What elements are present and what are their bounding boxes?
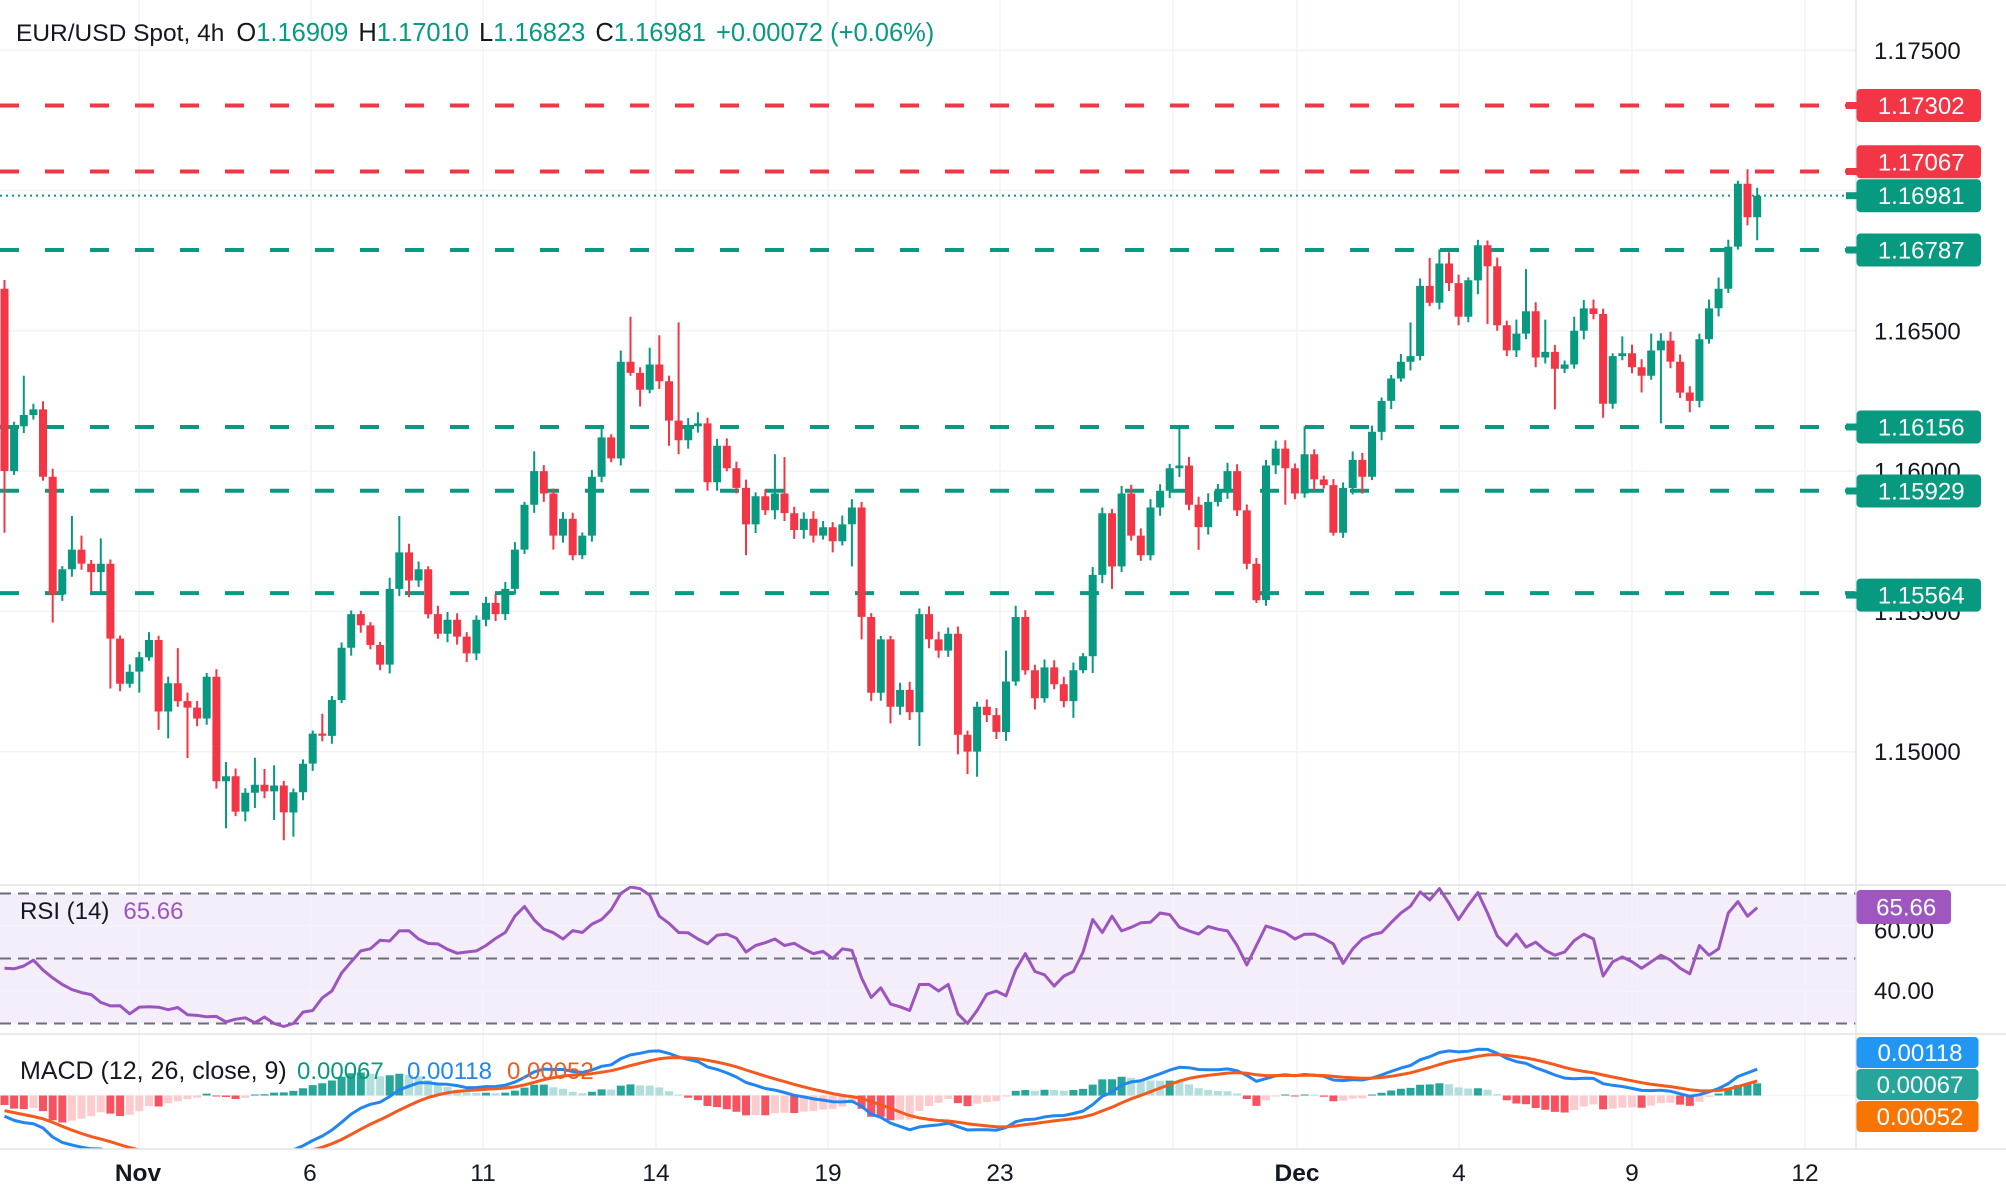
svg-text:4: 4	[1452, 1160, 1466, 1187]
svg-text:1.17500: 1.17500	[1874, 38, 1961, 65]
svg-text:11: 11	[470, 1160, 495, 1187]
svg-text:1.17302: 1.17302	[1878, 93, 1965, 120]
svg-text:1.16981: 1.16981	[1878, 183, 1965, 210]
svg-text:23: 23	[986, 1160, 1013, 1187]
svg-text:1.15000: 1.15000	[1874, 739, 1961, 766]
svg-text:19: 19	[814, 1160, 841, 1187]
svg-text:0.00067: 0.00067	[1877, 1072, 1964, 1099]
svg-text:0.00052: 0.00052	[1877, 1104, 1964, 1131]
svg-text:Dec: Dec	[1275, 1160, 1320, 1187]
svg-text:RSI (14)65.66: RSI (14) 65.66	[20, 898, 183, 925]
svg-text:9: 9	[1625, 1160, 1639, 1187]
svg-text:14: 14	[642, 1160, 669, 1187]
svg-text:65.66: 65.66	[1876, 895, 1936, 922]
svg-text:1.15564: 1.15564	[1878, 583, 1965, 610]
svg-text:1.17067: 1.17067	[1878, 149, 1965, 176]
svg-text:6: 6	[303, 1160, 317, 1187]
svg-text:1.16500: 1.16500	[1874, 318, 1961, 345]
svg-text:0.00118: 0.00118	[1878, 1040, 1963, 1067]
svg-text:1.15929: 1.15929	[1878, 479, 1965, 506]
svg-text:1.16156: 1.16156	[1878, 415, 1965, 442]
svg-text:12: 12	[1791, 1160, 1818, 1187]
svg-text:40.00: 40.00	[1874, 978, 1934, 1005]
svg-text:1.16787: 1.16787	[1878, 238, 1965, 265]
svg-text:MACD (12, 26, close, 9)0.00067: MACD (12, 26, close, 9) 0.00067 0.00118 0.0…	[20, 1057, 594, 1085]
svg-text:Nov: Nov	[115, 1160, 162, 1187]
